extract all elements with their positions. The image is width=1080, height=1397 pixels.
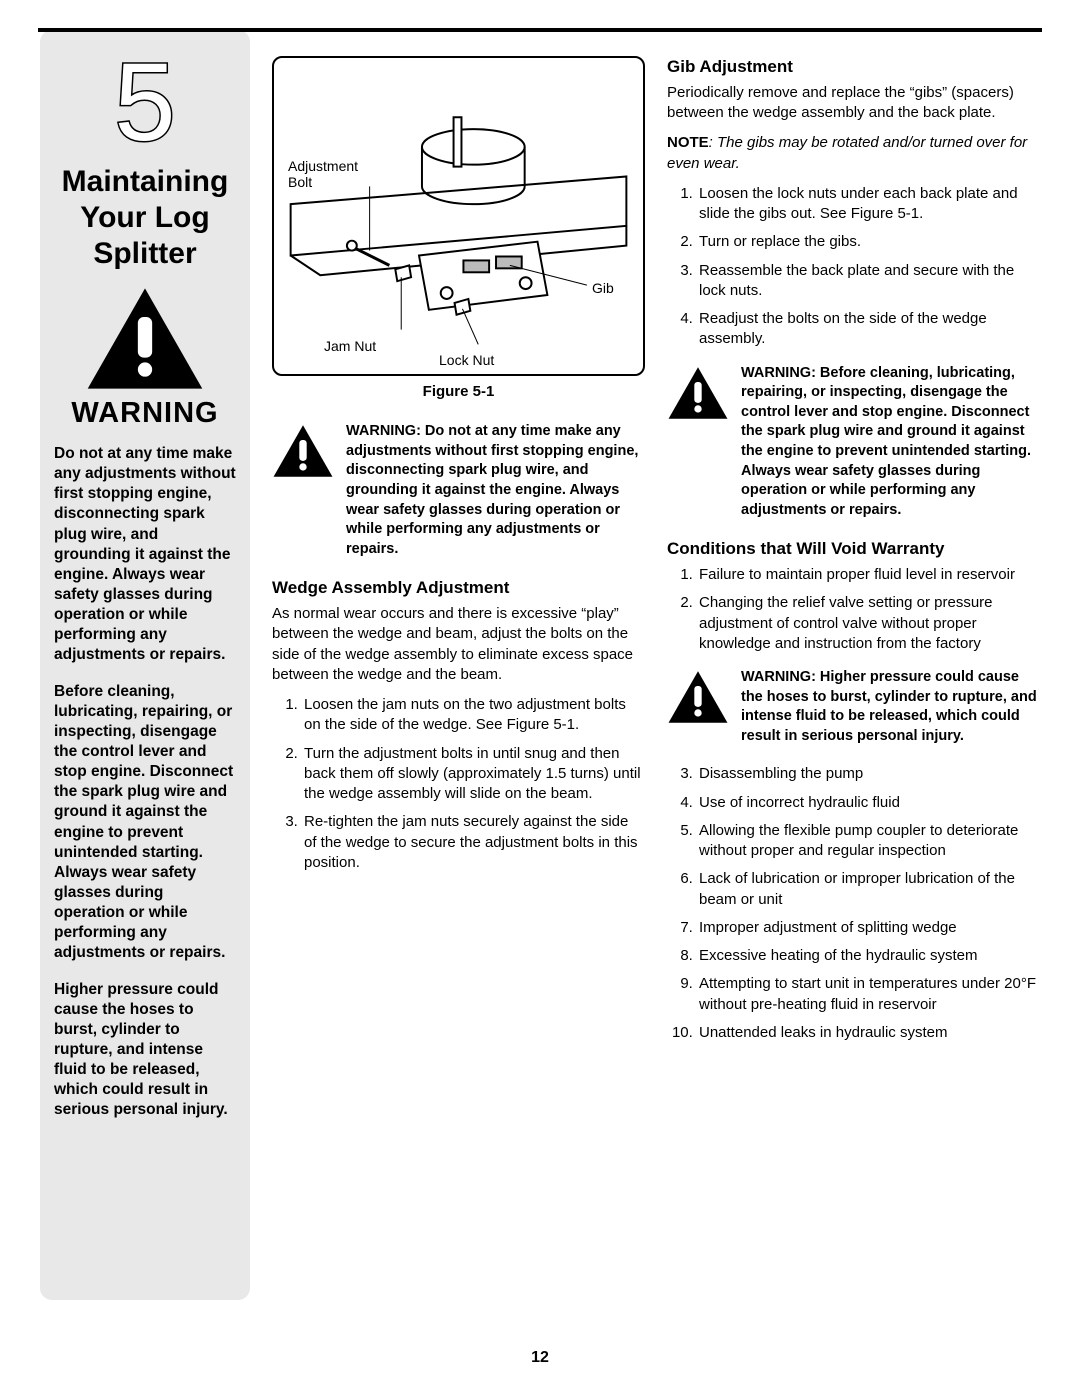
note: NOTE: The gibs may be rotated and/or tur… <box>667 133 1040 174</box>
gib-steps: Loosen the lock nuts under each back pla… <box>667 184 1040 350</box>
list-item: Turn the adjustment bolts in until snug … <box>302 744 645 805</box>
figure-drawing <box>274 58 643 374</box>
sidebar-para: Before cleaning, lubricating, repairing,… <box>54 682 236 964</box>
heading-void: Conditions that Will Void Warranty <box>667 538 1040 561</box>
figure-label: Jam Nut <box>324 338 376 354</box>
paragraph: As normal wear occurs and there is exces… <box>272 604 645 685</box>
sidebar-title: Maintaining Your Log Splitter <box>62 164 229 272</box>
warning-block: WARNING: Before cleaning, lubricating, r… <box>667 364 1040 521</box>
warning-icon <box>667 366 729 420</box>
sidebar-para: Do not at any time make any adjustments … <box>54 444 236 666</box>
list-item: Use of incorrect hydraulic fluid <box>697 793 1040 813</box>
column-right: Gib Adjustment Periodically remove and r… <box>667 56 1040 1300</box>
list-item: Readjust the bolts on the side of the we… <box>697 309 1040 350</box>
warning-block: WARNING: Higher pressure could cause the… <box>667 668 1040 746</box>
list-item: Allowing the flexible pump coupler to de… <box>697 821 1040 862</box>
figure-5-1: Adjustment Bolt Jam Nut Lock Nut Gib <box>272 56 645 376</box>
list-item: Unattended leaks in hydraulic system <box>697 1023 1040 1043</box>
paragraph: Periodically remove and replace the “gib… <box>667 83 1040 124</box>
heading-wedge: Wedge Assembly Adjustment <box>272 577 645 600</box>
warning-text: WARNING: Higher pressure could cause the… <box>741 668 1040 746</box>
list-item: Excessive heating of the hydraulic syste… <box>697 946 1040 966</box>
list-item: Reassemble the back plate and secure wit… <box>697 261 1040 302</box>
list-item: Loosen the jam nuts on the two adjustmen… <box>302 695 645 736</box>
warning-text: WARNING: Before cleaning, lubricating, r… <box>741 364 1040 521</box>
list-item: Improper adjustment of splitting wedge <box>697 918 1040 938</box>
step-number: 5 <box>114 48 175 158</box>
sidebar-para: Higher pressure could cause the hoses to… <box>54 980 236 1121</box>
page: 5 Maintaining Your Log Splitter WARNING … <box>40 30 1040 1300</box>
list-item: Loosen the lock nuts under each back pla… <box>697 184 1040 225</box>
heading-gib: Gib Adjustment <box>667 56 1040 79</box>
void-list-b: Disassembling the pump Use of incorrect … <box>667 764 1040 1043</box>
figure-label: Gib <box>592 280 614 296</box>
list-item: Failure to maintain proper fluid level i… <box>697 565 1040 585</box>
warning-icon <box>667 670 729 724</box>
list-item: Disassembling the pump <box>697 764 1040 784</box>
void-list-a: Failure to maintain proper fluid level i… <box>667 565 1040 654</box>
list-item: Changing the relief valve setting or pre… <box>697 593 1040 654</box>
warning-icon <box>85 286 205 391</box>
list-item: Turn or replace the gibs. <box>697 232 1040 252</box>
figure-caption: Figure 5-1 <box>272 382 645 402</box>
list-item: Re-tighten the jam nuts securely against… <box>302 812 645 873</box>
main-content: Adjustment Bolt Jam Nut Lock Nut Gib Fig… <box>272 30 1040 1300</box>
list-item: Attempting to start unit in temperatures… <box>697 974 1040 1015</box>
wedge-steps: Loosen the jam nuts on the two adjustmen… <box>272 695 645 873</box>
figure-label: Lock Nut <box>439 352 494 368</box>
sidebar: 5 Maintaining Your Log Splitter WARNING … <box>40 30 250 1300</box>
page-number: 12 <box>0 1349 1080 1367</box>
column-left: Adjustment Bolt Jam Nut Lock Nut Gib Fig… <box>272 56 645 1300</box>
figure-label: Adjustment Bolt <box>288 158 358 190</box>
list-item: Lack of lubrication or improper lubricat… <box>697 869 1040 910</box>
warning-heading: WARNING <box>71 397 218 430</box>
warning-icon <box>272 424 334 478</box>
warning-text: WARNING: Do not at any time make any adj… <box>346 422 645 559</box>
warning-block: WARNING: Do not at any time make any adj… <box>272 422 645 559</box>
